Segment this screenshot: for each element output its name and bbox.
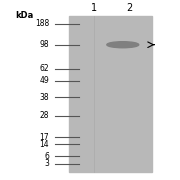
Text: 28: 28 [40,111,49,120]
Text: 38: 38 [40,93,49,102]
Text: 3: 3 [44,159,49,168]
Text: 49: 49 [39,76,49,86]
Text: 188: 188 [35,19,49,28]
Ellipse shape [107,42,139,48]
Text: 62: 62 [40,64,49,73]
Text: 14: 14 [40,140,49,148]
Text: 6: 6 [44,152,49,161]
Text: kDa: kDa [15,11,34,20]
Text: 17: 17 [40,133,49,142]
Text: 98: 98 [40,40,49,49]
Text: 1: 1 [91,3,97,13]
Bar [69,16,152,172]
Text: 2: 2 [126,3,132,13]
